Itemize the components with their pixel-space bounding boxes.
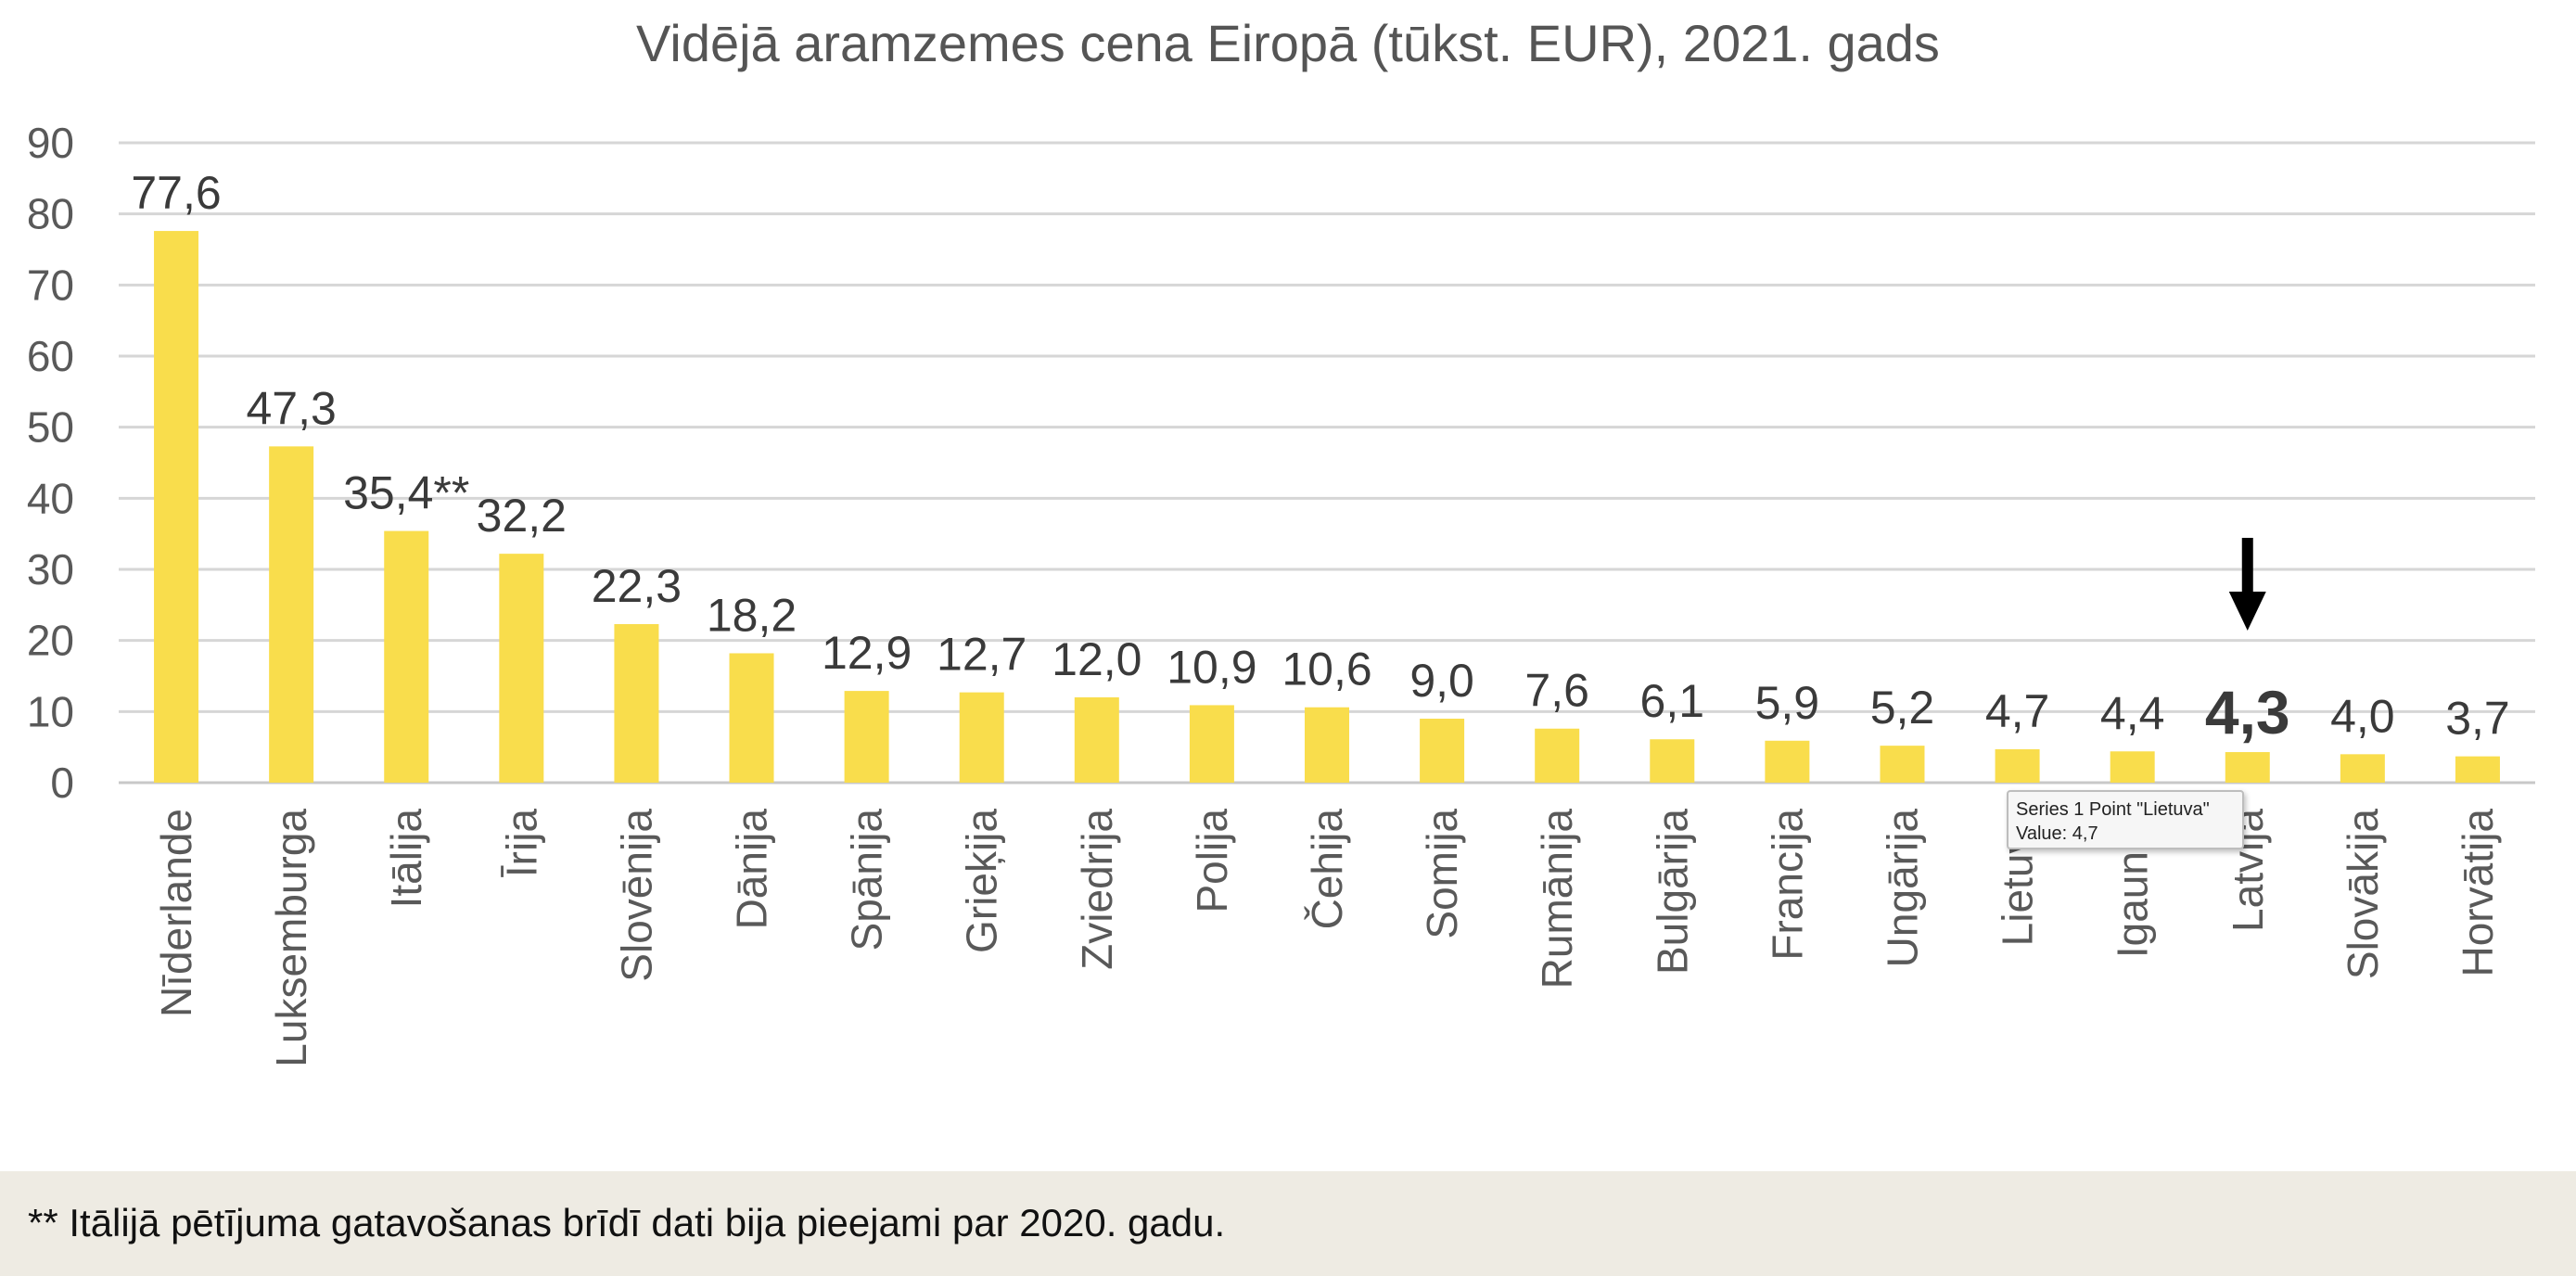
hover-tooltip: Series 1 Point "Lietuva" Value: 4,7 [2007, 790, 2244, 849]
tooltip-line-value: Value: 4,7 [2016, 823, 2098, 844]
x-tick-label-0: Nīderlande [152, 809, 200, 1017]
bar-17[interactable] [2110, 751, 2155, 783]
y-tick-label: 50 [27, 403, 74, 452]
bar-4[interactable] [614, 624, 659, 783]
bar-8[interactable] [1074, 697, 1119, 783]
x-tick-label-5: Dānija [728, 809, 776, 930]
bar-16[interactable] [1995, 748, 2040, 783]
bar-chart: Vidējā aramzemes cena Eiropā (tūkst. EUR… [27, 14, 2535, 1067]
x-tick-label-8: Zviedrija [1073, 809, 1121, 970]
x-tick-label-19: Slovākija [2339, 809, 2387, 980]
data-label-1: 47,3 [246, 382, 336, 434]
bar-1[interactable] [269, 446, 314, 783]
x-tick-label-9: Polija [1188, 809, 1236, 913]
bar-13[interactable] [1650, 739, 1695, 783]
bar-14[interactable] [1765, 740, 1810, 783]
y-tick-label: 40 [27, 474, 74, 522]
arrow-head [2228, 592, 2266, 631]
data-label-11: 9,0 [1409, 655, 1474, 707]
tooltip-line-series: Series 1 Point "Lietuva" [2016, 799, 2210, 820]
chart-title: Vidējā aramzemes cena Eiropā (tūkst. EUR… [636, 14, 1940, 72]
data-label-19: 4,0 [2330, 690, 2395, 742]
bar-10[interactable] [1305, 707, 1349, 783]
data-label-8: 12,0 [1052, 633, 1141, 685]
data-label-12: 7,6 [1524, 665, 1589, 717]
x-tick-label-14: Francija [1763, 809, 1811, 961]
y-tick-label: 60 [27, 332, 74, 380]
bar-9[interactable] [1189, 705, 1234, 783]
data-label-5: 18,2 [707, 589, 797, 641]
data-label-20: 3,7 [2445, 693, 2510, 745]
data-label-16: 4,7 [1985, 685, 2050, 737]
data-label-17: 4,4 [2100, 687, 2165, 739]
bar-11[interactable] [1420, 719, 1465, 783]
x-tick-label-12: Rumānija [1533, 809, 1581, 989]
y-tick-label: 20 [27, 617, 74, 665]
data-label-9: 10,9 [1167, 641, 1256, 693]
data-label-10: 10,6 [1282, 644, 1371, 695]
bar-3[interactable] [499, 554, 544, 783]
data-label-3: 32,2 [477, 490, 567, 542]
x-tick-label-10: Čehija [1303, 809, 1351, 930]
bar-6[interactable] [844, 691, 889, 783]
data-label-4: 22,3 [592, 560, 682, 612]
x-tick-label-3: Īrija [497, 809, 545, 878]
x-tick-label-7: Grieķija [958, 809, 1006, 953]
bar-15[interactable] [1880, 746, 1925, 783]
footnote-bar: ** Itālijā pētījuma gatavošanas brīdī da… [0, 1171, 2576, 1276]
x-tick-label-15: Ungārija [1878, 809, 1926, 968]
data-label-6: 12,9 [822, 627, 912, 679]
x-tick-label-4: Slovēnija [612, 809, 660, 982]
bar-18[interactable] [2225, 752, 2270, 783]
bar-19[interactable] [2340, 754, 2385, 783]
x-tick-label-13: Bulgārija [1648, 809, 1696, 975]
y-tick-label: 30 [27, 545, 74, 593]
x-tick-label-20: Horvātija [2454, 809, 2502, 977]
y-tick-label: 10 [27, 687, 74, 735]
data-label-14: 5,9 [1755, 677, 1820, 729]
y-tick-label: 0 [50, 759, 74, 807]
bar-20[interactable] [2455, 756, 2500, 783]
x-tick-label-11: Somija [1418, 809, 1466, 939]
data-label-13: 6,1 [1640, 675, 1705, 727]
y-tick-label: 80 [27, 190, 74, 238]
x-tick-label-6: Spānija [843, 809, 891, 951]
x-tick-label-1: Luksemburga [267, 809, 315, 1067]
y-tick-label: 90 [27, 119, 74, 167]
bar-0[interactable] [154, 231, 199, 784]
data-label-0: 77,6 [131, 167, 221, 219]
data-label-2: 35,4** [343, 467, 469, 519]
down-arrow-icon [2228, 538, 2266, 631]
bar-7[interactable] [959, 692, 1004, 783]
footnote-text: ** Itālijā pētījuma gatavošanas brīdī da… [28, 1201, 1226, 1244]
data-label-18: 4,3 [2205, 678, 2290, 746]
data-label-15: 5,2 [1870, 682, 1935, 734]
x-tick-label-2: Itālija [382, 809, 430, 909]
y-tick-label: 70 [27, 261, 74, 309]
bar-2[interactable] [384, 530, 429, 783]
data-label-7: 12,7 [937, 629, 1027, 681]
arrow-shaft [2241, 538, 2253, 593]
bar-12[interactable] [1535, 728, 1580, 783]
bar-5[interactable] [729, 653, 774, 783]
